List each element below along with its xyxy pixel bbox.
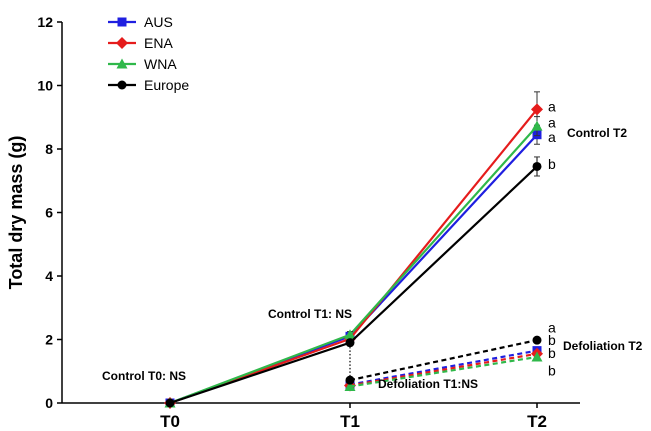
defoliation-line	[349, 352, 538, 387]
y-tick-label: 12	[37, 14, 53, 30]
significance-letter: b	[548, 345, 556, 361]
defoliation-line	[349, 355, 538, 388]
series-wna	[164, 116, 543, 408]
defoliation-point	[344, 380, 356, 391]
legend-item: AUS	[108, 14, 173, 30]
control-line	[169, 108, 538, 405]
legend-item: ENA	[108, 35, 173, 51]
control-line	[169, 165, 538, 405]
x-tick-label: T2	[527, 412, 547, 431]
annotation: Defoliation T2	[563, 339, 643, 353]
significance-letter: a	[548, 129, 556, 145]
legend-label: ENA	[144, 35, 173, 51]
legend: AUS ENA WNA Europe	[108, 14, 189, 93]
y-tick-label: 0	[45, 395, 53, 411]
defoliation-point	[345, 375, 355, 385]
control-line	[169, 125, 538, 405]
y-tick-label: 2	[45, 332, 53, 348]
control-line	[169, 133, 538, 405]
control-point	[532, 161, 542, 171]
axes: 0 2 4 6 8 10 12 T0 T1 T2 Total dry mass (g)	[6, 14, 580, 431]
y-tick-label: 4	[45, 268, 53, 284]
legend-marker	[116, 58, 128, 69]
legend-label: Europe	[144, 77, 189, 93]
y-axis-title: Total dry mass (g)	[6, 136, 26, 290]
y-tick-label: 10	[37, 78, 53, 94]
defoliation-point	[532, 335, 542, 345]
annotations: Control T0: NS Control T1: NS Defoliation …	[102, 99, 643, 391]
y-tick-label: 8	[45, 141, 53, 157]
y-tick-label: 6	[45, 205, 53, 221]
significance-letter: a	[548, 115, 556, 131]
legend-label: AUS	[144, 14, 173, 30]
legend-marker	[117, 80, 127, 90]
legend-item: WNA	[108, 56, 177, 72]
control-point	[531, 120, 543, 131]
significance-letter: b	[548, 362, 556, 378]
significance-letter: b	[548, 332, 556, 348]
legend-marker	[116, 37, 128, 49]
x-tick-label: T0	[160, 412, 180, 431]
annotation: Control T1: NS	[268, 307, 352, 321]
legend-item: Europe	[108, 77, 189, 93]
annotation: Control T0: NS	[102, 369, 186, 383]
series-ena	[164, 91, 543, 409]
significance-letter: a	[548, 319, 556, 335]
series-layer	[164, 91, 543, 409]
x-tick-label: T1	[340, 412, 360, 431]
control-point	[531, 103, 543, 116]
defoliation-line	[349, 349, 538, 386]
defoliation-line	[349, 339, 538, 382]
legend-marker	[117, 17, 127, 27]
significance-letter: b	[548, 156, 556, 172]
annotation: Defoliation T1:NS	[378, 377, 478, 391]
significance-letter: a	[548, 99, 556, 115]
control-point	[165, 398, 175, 408]
control-point	[344, 329, 356, 340]
defoliation-point	[531, 351, 543, 362]
control-point	[345, 338, 355, 348]
annotation: Control T2	[567, 126, 627, 140]
legend-label: WNA	[144, 56, 177, 72]
series-europe	[165, 156, 542, 408]
